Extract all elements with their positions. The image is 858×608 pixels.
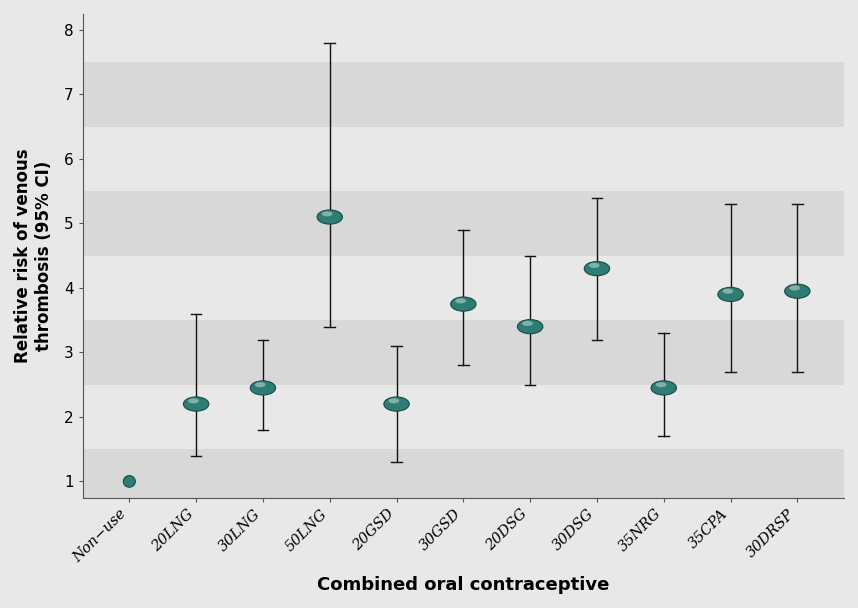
Ellipse shape [656, 382, 667, 387]
Ellipse shape [589, 263, 600, 268]
Ellipse shape [184, 397, 208, 411]
Ellipse shape [584, 261, 610, 275]
Ellipse shape [523, 321, 533, 326]
Ellipse shape [251, 381, 275, 395]
Bar [82, 192, 844, 256]
Ellipse shape [722, 289, 734, 294]
Ellipse shape [317, 210, 342, 224]
Bar [82, 385, 844, 449]
Ellipse shape [450, 297, 476, 311]
Ellipse shape [124, 475, 136, 487]
Bar [82, 256, 844, 320]
X-axis label: Combined oral contraceptive: Combined oral contraceptive [317, 576, 609, 594]
Bar [82, 320, 844, 385]
Bar [82, 449, 844, 514]
Bar [82, 0, 844, 62]
Bar [82, 192, 844, 256]
Bar [82, 126, 844, 192]
Y-axis label: Relative risk of venous
thrombosis (95% CI): Relative risk of venous thrombosis (95% … [14, 148, 52, 363]
Ellipse shape [456, 299, 466, 303]
Bar [82, 0, 844, 14]
Bar [82, 385, 844, 449]
Bar [82, 256, 844, 320]
Bar [82, 497, 844, 514]
Ellipse shape [255, 382, 266, 387]
Ellipse shape [789, 285, 800, 291]
Bar [82, 62, 844, 126]
Bar [82, 320, 844, 385]
Ellipse shape [389, 398, 399, 403]
Ellipse shape [785, 284, 810, 299]
Ellipse shape [322, 211, 332, 216]
Ellipse shape [651, 381, 676, 395]
Ellipse shape [188, 398, 199, 403]
Ellipse shape [718, 288, 743, 302]
Bar [82, 126, 844, 192]
Ellipse shape [384, 397, 409, 411]
Bar [82, 0, 844, 62]
Bar [82, 449, 844, 514]
Bar [82, 62, 844, 126]
Ellipse shape [517, 320, 543, 334]
